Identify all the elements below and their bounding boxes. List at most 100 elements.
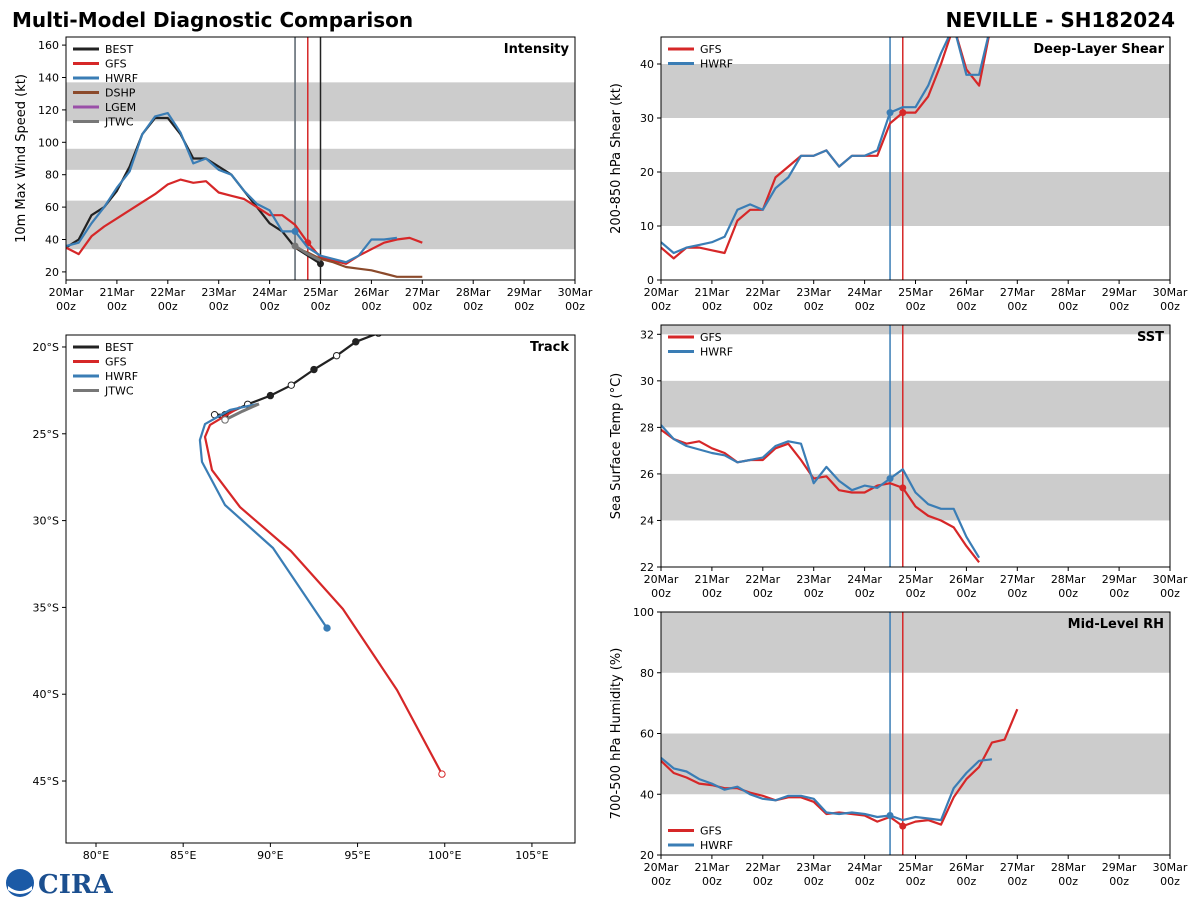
legend-label: HWRF	[700, 839, 733, 852]
x-tick-label: 21Mar 00z	[695, 861, 730, 888]
y-tick-label: 100	[38, 136, 59, 149]
series-line	[198, 402, 328, 629]
x-tick-label: 27Mar 00z	[1000, 861, 1035, 888]
y-tick-label: 20	[640, 849, 654, 862]
track-point	[332, 351, 341, 360]
track-point	[266, 391, 275, 400]
y-tick-label: 24	[640, 514, 654, 527]
x-tick-label: 30Mar 00z	[1153, 573, 1188, 600]
series-line	[203, 406, 443, 775]
plot-area	[198, 335, 446, 778]
legend-label: GFS	[700, 825, 722, 838]
y-tick-label: 26	[640, 468, 654, 481]
legend-label: GFS	[700, 331, 722, 344]
x-tick-label: 29Mar 00z	[1102, 286, 1137, 313]
legend-label: GFS	[700, 43, 722, 56]
y-tick-label: 140	[38, 72, 59, 85]
x-tick-label: 24Mar 00z	[252, 286, 287, 313]
x-tick-label: 105°E	[515, 849, 548, 862]
init-point	[291, 242, 299, 250]
legend-label: HWRF	[105, 72, 138, 85]
x-tick-label: 30Mar 00z	[1153, 861, 1188, 888]
legend-label: BEST	[105, 341, 133, 354]
x-tick-label: 29Mar 00z	[1102, 573, 1137, 600]
band	[661, 380, 1170, 428]
x-tick-label: 22Mar 00z	[150, 286, 185, 313]
legend-label: LGEM	[105, 101, 136, 114]
x-tick-label: 100°E	[428, 849, 461, 862]
x-tick-label: 90°E	[257, 849, 283, 862]
x-tick-label: 23Mar 00z	[201, 286, 236, 313]
x-tick-label: 28Mar 00z	[1051, 286, 1086, 313]
series-line	[661, 37, 990, 255]
y-axis-label: 700-500 hPa Humidity (%)	[609, 648, 624, 820]
y-axis-label: Sea Surface Temp (°C)	[609, 373, 624, 520]
y-tick-label: 120	[38, 104, 59, 117]
legend-label: HWRF	[700, 346, 733, 359]
legend-label: GFS	[105, 356, 127, 369]
plot-area	[66, 37, 575, 280]
y-axis-label: 200-850 hPa Shear (kt)	[609, 83, 624, 234]
track-point	[352, 338, 360, 346]
band	[661, 325, 1170, 335]
y-tick-label: 160	[38, 39, 59, 52]
legend-label: HWRF	[105, 370, 138, 383]
series-line	[224, 402, 260, 422]
x-tick-label: 27Mar 00z	[1000, 286, 1035, 313]
x-tick-label: 20Mar 00z	[644, 861, 679, 888]
legend-label: BEST	[105, 43, 133, 56]
panel-title: Mid-Level RH	[1068, 617, 1164, 632]
band	[661, 64, 1170, 118]
y-tick-label: 0	[647, 274, 654, 287]
plot-area	[661, 325, 1170, 567]
panel-title: Deep-Layer Shear	[1033, 42, 1164, 57]
x-tick-label: 23Mar 00z	[796, 286, 831, 313]
x-tick-label: 28Mar 00z	[1051, 861, 1086, 888]
y-tick-label: 40	[45, 234, 59, 247]
x-tick-label: 25Mar 00z	[898, 573, 933, 600]
series-line	[661, 424, 981, 559]
init-point	[886, 109, 894, 117]
x-tick-label: 24Mar 00z	[847, 861, 882, 888]
series-line	[661, 756, 993, 822]
band	[661, 733, 1170, 795]
x-tick-label: 21Mar 00z	[695, 286, 730, 313]
track-point	[287, 381, 295, 389]
y-tick-label: 35°S	[33, 601, 59, 614]
logo-wave	[8, 886, 32, 894]
x-tick-label: 23Mar 00z	[796, 861, 831, 888]
y-tick-label: 60	[45, 201, 59, 214]
y-tick-label: 20	[640, 166, 654, 179]
x-tick-label: 20Mar 00z	[644, 573, 679, 600]
track-point	[323, 624, 331, 632]
x-tick-label: 21Mar 00z	[695, 573, 730, 600]
x-tick-label: 20Mar 00z	[49, 286, 84, 313]
panel-title: Intensity	[504, 42, 570, 57]
init-point	[317, 260, 324, 268]
y-tick-label: 100	[633, 606, 654, 619]
y-tick-label: 30°S	[33, 515, 59, 528]
band	[661, 473, 1170, 521]
x-tick-label: 24Mar 00z	[847, 573, 882, 600]
y-tick-label: 80	[45, 169, 59, 182]
x-tick-label: 25Mar 00z	[898, 286, 933, 313]
y-tick-label: 32	[640, 328, 654, 341]
y-axis-label: 10m Max Wind Speed (kt)	[14, 74, 29, 243]
init-point	[899, 109, 907, 117]
y-tick-label: 40	[640, 58, 654, 71]
y-tick-label: 60	[640, 728, 654, 741]
x-tick-label: 26Mar 00z	[949, 286, 984, 313]
init-point	[899, 822, 907, 830]
figure-title: Multi-Model Diagnostic Comparison	[12, 8, 413, 32]
x-tick-label: 21Mar 00z	[100, 286, 135, 313]
x-tick-label: 80°E	[83, 849, 109, 862]
series-line	[294, 244, 322, 262]
x-tick-label: 22Mar 00z	[745, 573, 780, 600]
x-tick-label: 24Mar 00z	[847, 286, 882, 313]
x-tick-label: 30Mar 00z	[1153, 286, 1188, 313]
y-tick-label: 40	[640, 788, 654, 801]
x-tick-label: 26Mar 00z	[354, 286, 389, 313]
x-tick-label: 22Mar 00z	[745, 286, 780, 313]
